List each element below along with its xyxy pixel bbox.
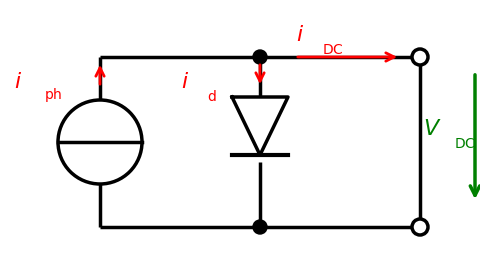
Text: $\mathrm{ph}$: $\mathrm{ph}$: [44, 86, 62, 104]
Circle shape: [58, 100, 142, 184]
Text: $\it{i}$: $\it{i}$: [181, 72, 189, 92]
Text: $\mathrm{DC}$: $\mathrm{DC}$: [454, 137, 476, 151]
Circle shape: [253, 50, 267, 64]
Text: $\mathrm{DC}$: $\mathrm{DC}$: [322, 43, 344, 57]
Text: $\it{V}$: $\it{V}$: [423, 119, 441, 139]
Text: $\it{i}$: $\it{i}$: [14, 72, 22, 92]
Polygon shape: [232, 97, 288, 155]
Circle shape: [253, 220, 267, 234]
Circle shape: [412, 219, 428, 235]
Circle shape: [412, 49, 428, 65]
Text: $\it{i}$: $\it{i}$: [296, 25, 304, 45]
Text: $\mathrm{d}$: $\mathrm{d}$: [207, 89, 216, 104]
